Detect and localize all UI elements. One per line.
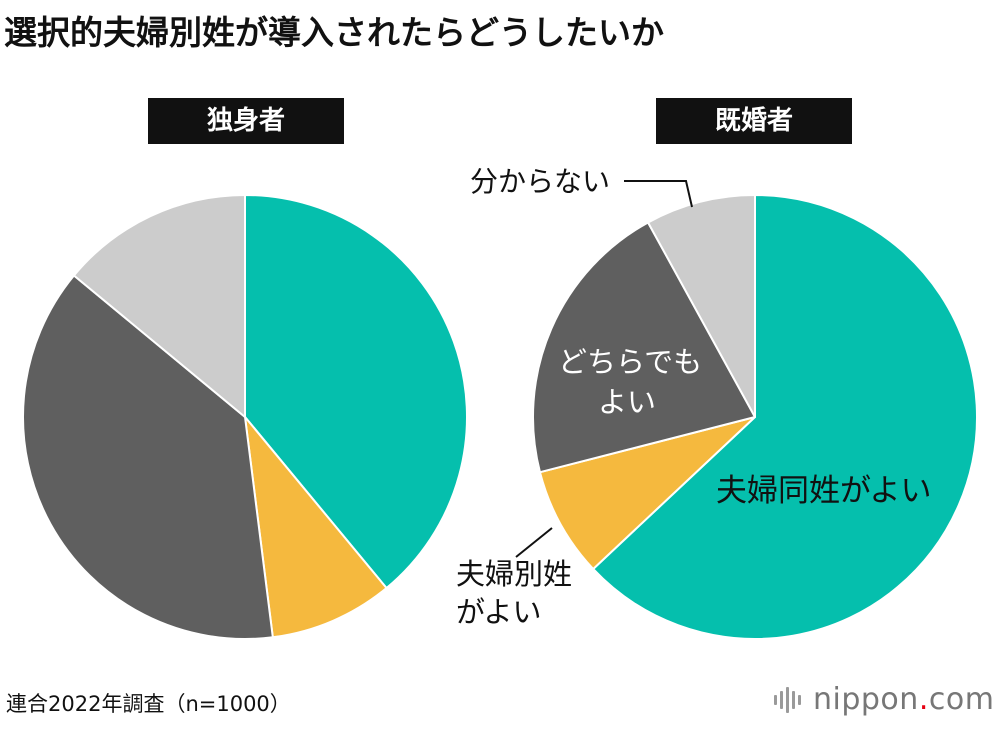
slice-either <box>22 274 274 640</box>
leader-line-separate <box>515 527 553 558</box>
slice-either <box>532 221 756 474</box>
panel-label-single: 独身者 <box>148 98 344 144</box>
label-unknown: 分からない <box>470 165 610 198</box>
nippon-logo: nippon.com <box>774 682 994 717</box>
label-either-line2: よい <box>598 385 656 419</box>
pie-single <box>22 194 468 640</box>
label-separate-line1: 夫婦別姓 <box>456 557 572 591</box>
label-separate-line2: がよい <box>456 595 542 629</box>
slice-unknown <box>647 194 756 418</box>
nippon-logo-icon <box>774 686 801 713</box>
leader-line-unknown <box>624 180 693 208</box>
panel-label-married: 既婚者 <box>656 98 852 144</box>
source-note: 連合2022年調査（n=1000） <box>6 692 291 716</box>
pie-married <box>532 194 978 640</box>
label-same: 夫婦同姓がよい <box>716 473 931 509</box>
nippon-logo-text: nippon.com <box>813 682 995 717</box>
label-either-line1: どちらでも <box>558 345 702 379</box>
slice-separate <box>244 416 388 639</box>
slice-separate <box>538 416 756 570</box>
slice-unknown <box>72 194 246 418</box>
slice-same <box>592 194 978 640</box>
slice-same <box>244 194 468 590</box>
chart-title: 選択的夫婦別姓が導入されたらどうしたいか <box>4 13 664 52</box>
